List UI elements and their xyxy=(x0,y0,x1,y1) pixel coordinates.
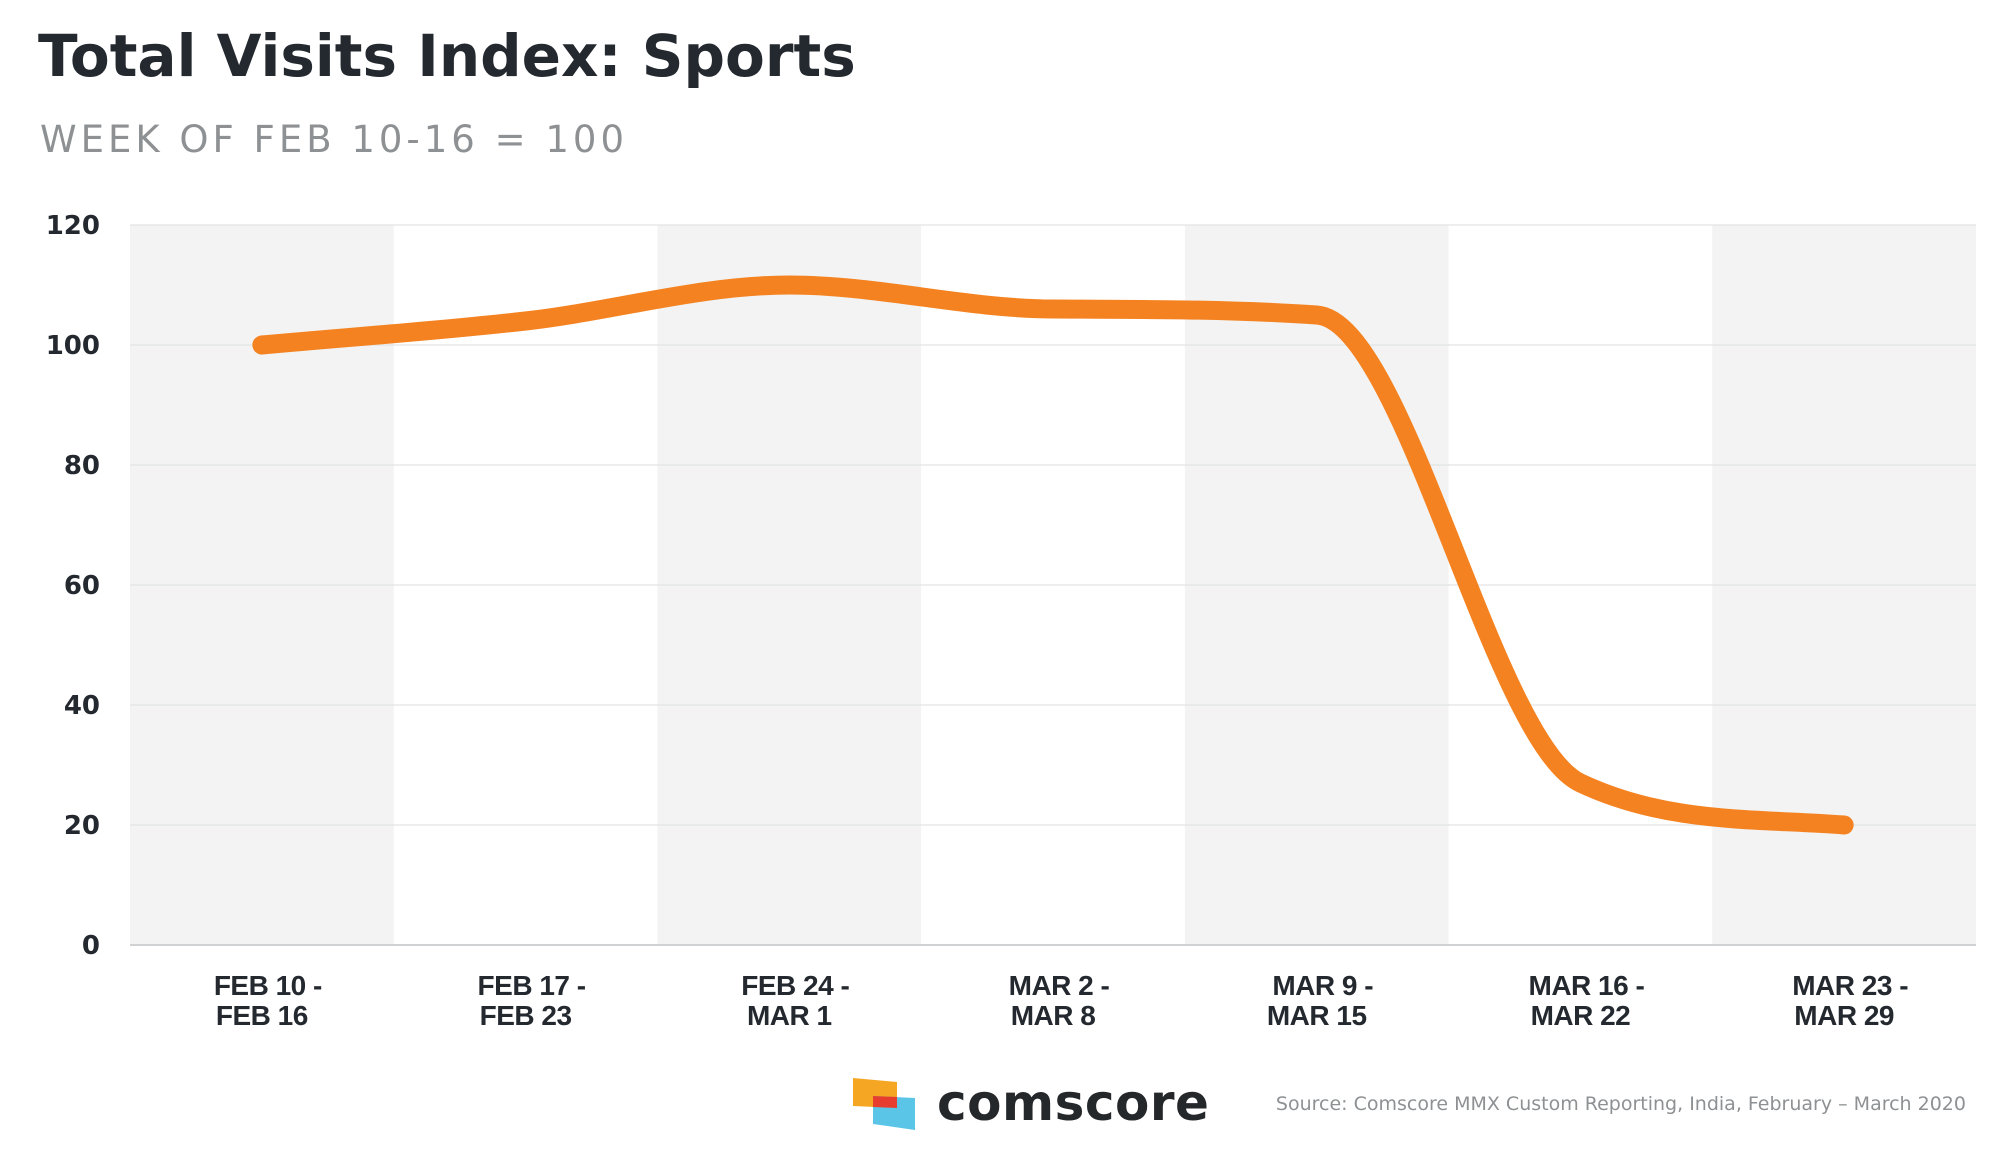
x-tick-label: MAR 9 - xyxy=(1272,970,1373,1001)
y-tick-label: 20 xyxy=(64,811,100,841)
x-tick-label: MAR 22 xyxy=(1531,1000,1631,1031)
chart-title: Total Visits Index: Sports xyxy=(38,22,856,90)
x-tick-label: FEB 17 - xyxy=(478,970,586,1001)
data-point xyxy=(1316,314,1318,316)
x-tick-label: MAR 1 xyxy=(747,1000,832,1031)
comscore-logo-icon xyxy=(853,1078,915,1130)
x-tick-label: MAR 8 xyxy=(1011,1000,1096,1031)
x-tick-label: FEB 16 xyxy=(216,1000,308,1031)
x-tick-label: MAR 29 xyxy=(1794,1000,1894,1031)
x-tick-label: MAR 2 - xyxy=(1009,970,1110,1001)
brand-name: comscore xyxy=(937,1074,1210,1132)
series-line xyxy=(252,275,1854,835)
x-tick-label: FEB 24 - xyxy=(741,970,849,1001)
y-tick-label: 80 xyxy=(64,451,100,481)
data-point xyxy=(1843,824,1845,826)
y-tick-label: 40 xyxy=(64,691,100,721)
y-tick-label: 100 xyxy=(46,331,100,361)
y-tick-label: 120 xyxy=(46,211,100,241)
x-tick-label: MAR 15 xyxy=(1267,1000,1367,1031)
y-tick-label: 0 xyxy=(82,931,100,961)
data-point xyxy=(788,284,790,286)
logo-red-shape xyxy=(873,1096,897,1108)
source-note: Source: Comscore MMX Custom Reporting, I… xyxy=(1275,1093,1966,1115)
x-tick-label: MAR 23 - xyxy=(1792,970,1908,1001)
data-point xyxy=(1579,782,1581,784)
data-point xyxy=(525,320,527,322)
x-tick-label: FEB 23 xyxy=(480,1000,572,1031)
data-point xyxy=(1052,308,1054,310)
chart-subtitle: WEEK OF FEB 10-16 = 100 xyxy=(40,118,628,161)
data-point xyxy=(261,344,263,346)
x-tick-label: MAR 16 - xyxy=(1529,970,1645,1001)
y-tick-label: 60 xyxy=(64,571,100,601)
x-tick-label: FEB 10 - xyxy=(214,970,322,1001)
